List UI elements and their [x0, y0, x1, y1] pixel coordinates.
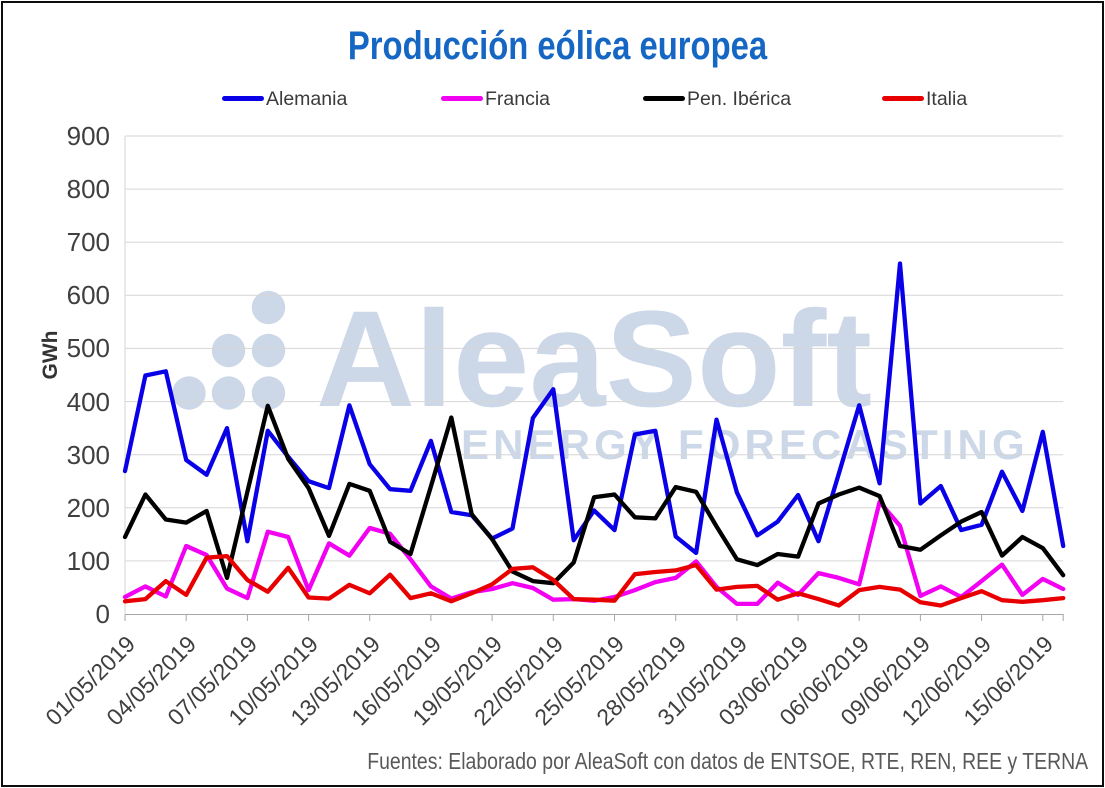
svg-text:AleaSoft: AleaSoft — [316, 283, 872, 436]
svg-text:ENERGY FORECASTING: ENERGY FORECASTING — [461, 421, 1029, 468]
